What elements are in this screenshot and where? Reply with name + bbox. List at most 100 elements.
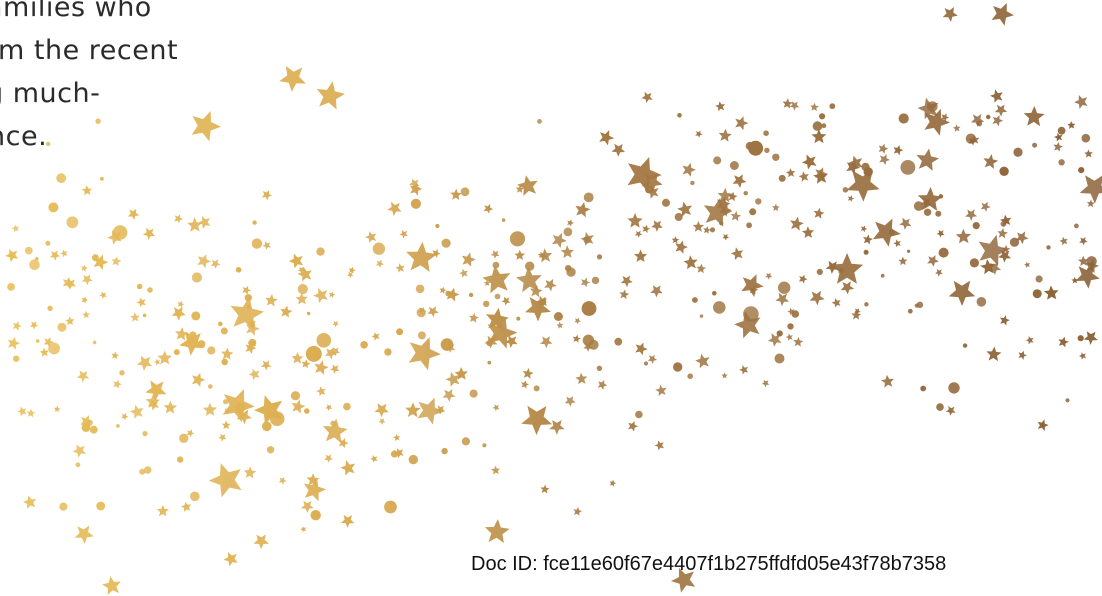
confetti-dot <box>999 166 1009 176</box>
star-shape <box>156 504 169 517</box>
confetti-dot <box>712 290 717 296</box>
star-shape <box>202 402 217 417</box>
star-shape <box>628 421 639 432</box>
star-shape <box>916 148 939 171</box>
star-shape <box>941 113 950 122</box>
star-shape <box>924 108 950 136</box>
confetti-dot <box>1057 126 1066 135</box>
star-shape <box>564 396 576 407</box>
star-shape <box>654 440 664 451</box>
star-shape <box>968 136 977 146</box>
star-shape <box>988 262 1002 275</box>
star-shape <box>635 342 648 356</box>
confetti-dot <box>191 311 201 321</box>
confetti-dot <box>142 313 147 318</box>
confetti-dot <box>251 238 263 249</box>
star-shape <box>540 484 550 494</box>
star-shape <box>1071 276 1079 284</box>
star-shape <box>221 420 231 430</box>
star-shape <box>121 412 129 421</box>
star-shape <box>218 433 227 442</box>
confetti-dot <box>755 198 762 205</box>
star-shape <box>279 66 306 92</box>
star-shape <box>303 478 326 502</box>
confetti-dot <box>1081 133 1091 143</box>
star-shape <box>393 434 401 441</box>
star-shape <box>99 291 107 299</box>
star-shape <box>260 360 272 371</box>
confetti-dot <box>764 147 770 153</box>
star-shape <box>722 233 730 241</box>
star-shape <box>179 331 204 356</box>
confetti-dot <box>266 446 275 454</box>
confetti-dot <box>709 227 716 233</box>
star-shape <box>180 501 192 512</box>
confetti-dot <box>816 268 823 275</box>
star-shape <box>291 399 306 414</box>
star-shape <box>378 418 386 425</box>
star-shape <box>798 171 809 182</box>
star-shape <box>771 203 780 212</box>
confetti-dot <box>692 297 698 303</box>
star-shape <box>332 320 339 328</box>
confetti-dot <box>297 284 308 295</box>
confetti-dot <box>81 423 91 432</box>
star-shape <box>1067 121 1076 129</box>
star-shape <box>484 335 498 349</box>
star-shape <box>1078 255 1089 266</box>
star-shape <box>370 455 378 463</box>
star-shape <box>893 145 904 156</box>
star-shape <box>487 317 518 349</box>
star-shape <box>242 285 252 295</box>
star-shape <box>647 354 658 364</box>
confetti-dot <box>923 208 932 216</box>
confetti-dot <box>525 261 535 271</box>
star-shape <box>330 347 340 357</box>
confetti-dot <box>95 118 101 124</box>
confetti-dot <box>787 323 794 330</box>
confetti-dot <box>441 447 448 455</box>
star-shape <box>767 333 782 347</box>
confetti-dot <box>1078 167 1085 174</box>
star-shape <box>1058 336 1069 348</box>
confetti-dot <box>179 433 189 443</box>
confetti-dot <box>235 267 242 273</box>
star-shape <box>927 255 939 267</box>
star-shape <box>301 359 311 369</box>
star-shape <box>634 249 648 262</box>
star-shape <box>171 306 186 321</box>
star-shape <box>872 218 901 247</box>
star-shape <box>7 336 21 350</box>
confetti-dot <box>66 216 79 229</box>
confetti-dot <box>173 349 180 356</box>
confetti-dot <box>976 120 983 127</box>
star-shape <box>1000 214 1012 226</box>
confetti-dot <box>408 454 418 465</box>
star-shape <box>338 437 349 449</box>
star-shape <box>187 217 203 232</box>
confetti-dot <box>674 213 683 221</box>
star-shape <box>340 514 355 528</box>
star-shape <box>611 143 626 157</box>
star-shape <box>348 266 356 274</box>
star-shape <box>970 134 980 145</box>
star-shape <box>432 249 441 258</box>
star-shape <box>297 266 306 274</box>
star-shape <box>136 355 153 371</box>
star-shape <box>399 229 408 239</box>
star-shape <box>142 227 156 240</box>
star-shape <box>53 405 61 413</box>
star-shape <box>483 279 491 287</box>
star-shape <box>641 91 653 103</box>
star-shape <box>113 379 122 389</box>
star-shape <box>224 407 231 415</box>
star-shape <box>1075 264 1100 289</box>
star-shape <box>599 130 615 146</box>
confetti-dot <box>469 389 478 398</box>
confetti-dot <box>749 208 757 216</box>
star-shape <box>854 308 861 315</box>
confetti-dot <box>687 373 693 380</box>
star-shape <box>408 178 420 190</box>
confetti-dot <box>440 338 454 351</box>
star-shape <box>221 347 234 360</box>
